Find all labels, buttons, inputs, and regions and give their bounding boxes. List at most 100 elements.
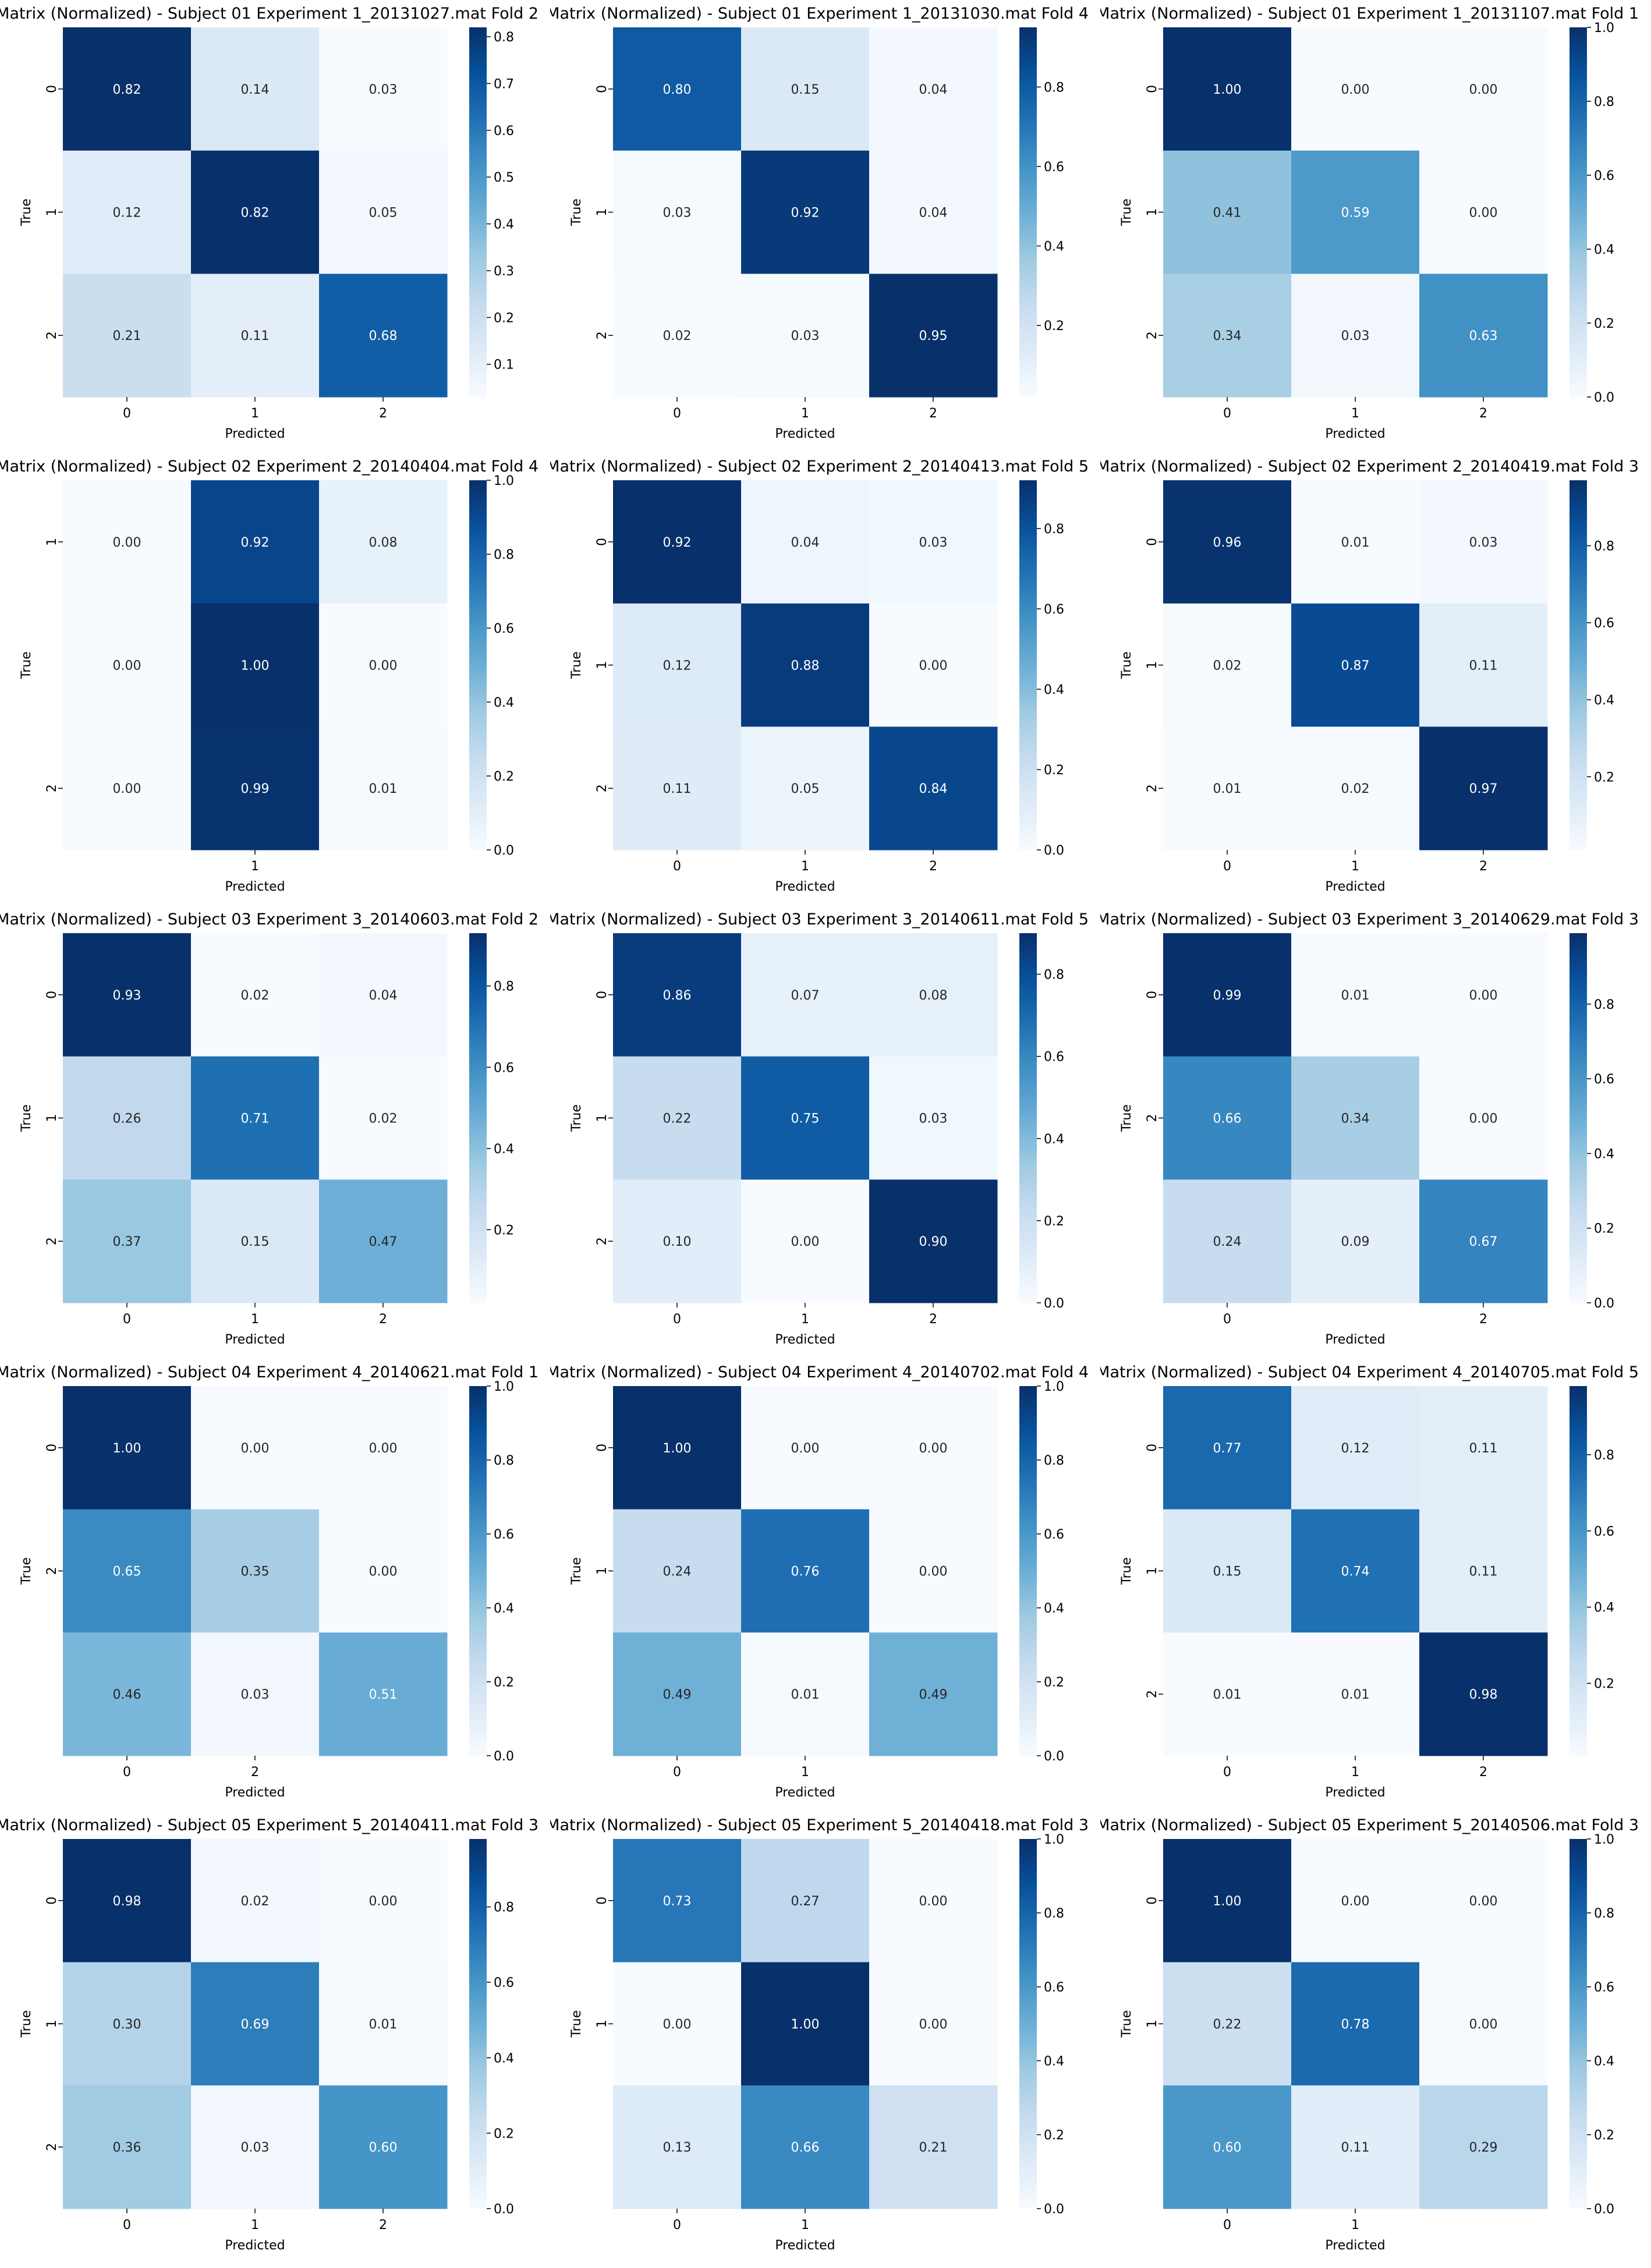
x-axis-label: Predicted [775,2238,835,2253]
y-tick-label: 1 [595,1567,610,1575]
colorbar-tick-label: 0.3 [494,264,514,279]
heatmap-cell [741,480,870,604]
confusion-matrix-panel: on Matrix (Normalized) - Subject 03 Expe… [0,906,550,1360]
heatmap-cell [191,2085,320,2209]
x-tick-label: 2 [1479,1312,1487,1327]
cell-value-label: 0.00 [1469,1112,1498,1126]
heatmap-cell [1419,2085,1548,2209]
colorbar-tick-label: 0.4 [494,218,514,232]
heatmap-cell [1291,1179,1420,1303]
chart-title: on Matrix (Normalized) - Subject 02 Expe… [550,458,1089,476]
heatmap-cell [1419,1056,1548,1180]
confusion-matrix-panel: on Matrix (Normalized) - Subject 02 Expe… [0,453,550,907]
x-axis-label: Predicted [225,1785,285,1800]
confusion-matrix-chart: on Matrix (Normalized) - Subject 01 Expe… [550,5,1089,441]
cell-value-label: 1.00 [663,1441,692,1456]
heatmap-cell [1163,2085,1292,2209]
colorbar-tick-label: 0.8 [494,1454,514,1468]
cell-value-label: 0.11 [1469,659,1498,674]
cell-value-label: 0.34 [1341,1112,1370,1126]
cell-value-label: 0.29 [1469,2141,1498,2155]
cell-value-label: 0.41 [1213,206,1242,221]
heatmap-cell [869,1386,998,1510]
cell-value-label: 0.30 [113,2018,141,2032]
x-axis-label: Predicted [1325,427,1385,441]
cell-value-label: 0.01 [1341,988,1370,1003]
chart-title: on Matrix (Normalized) - Subject 03 Expe… [0,910,538,929]
y-tick-label: 1 [1145,661,1160,669]
confusion-matrix-chart: on Matrix (Normalized) - Subject 02 Expe… [1100,458,1639,894]
cell-value-label: 0.00 [113,782,141,796]
cell-value-label: 0.00 [919,1441,948,1456]
heatmap-cell [869,480,998,604]
x-tick-label: 1 [1351,406,1359,421]
heatmap-cell [319,480,448,604]
heatmap-cell [1291,274,1420,398]
x-tick-label: 0 [123,2218,131,2232]
cell-value-label: 0.24 [663,1565,692,1579]
cell-value-label: 0.07 [791,988,820,1003]
heatmap-cell [191,727,320,850]
y-tick-label: 1 [45,538,59,546]
heatmap-cell [319,603,448,727]
x-tick-label: 1 [251,406,259,421]
heatmap-cell [1419,933,1548,1057]
cell-value-label: 0.88 [791,659,820,674]
heatmap-cell [741,2085,870,2209]
x-tick-label: 2 [929,1312,937,1327]
confusion-matrix-panel: on Matrix (Normalized) - Subject 05 Expe… [1100,1812,1650,2266]
heatmap-cell [613,1839,742,1963]
chart-title: on Matrix (Normalized) - Subject 03 Expe… [550,910,1089,929]
colorbar-tick-label: 0.6 [494,1528,514,1542]
confusion-matrix-panel: on Matrix (Normalized) - Subject 05 Expe… [0,1812,550,2266]
x-tick-label: 1 [1351,859,1359,874]
heatmap-cell [741,274,870,398]
y-tick-label: 0 [595,538,610,546]
x-axis-label: Predicted [1325,1785,1385,1800]
cell-value-label: 0.49 [919,1688,948,1702]
heatmap-cell [319,933,448,1057]
heatmap-cell [63,2085,192,2209]
x-tick-label: 1 [801,1765,809,1780]
cell-value-label: 0.60 [369,2141,398,2155]
cell-value-label: 0.00 [919,659,948,674]
heatmap-cell [1291,1839,1420,1963]
heatmap-cell [191,1179,320,1303]
x-tick-label: 2 [379,406,387,421]
confusion-matrix-chart: on Matrix (Normalized) - Subject 04 Expe… [550,1363,1089,1800]
colorbar-tick-label: 0.8 [1044,522,1064,537]
x-tick-label: 0 [673,1312,681,1327]
x-axis-label: Predicted [225,2238,285,2253]
x-tick-label: 0 [1223,2218,1231,2232]
heatmap-cell [191,933,320,1057]
colorbar-tick-label: 0.8 [1594,1448,1614,1463]
colorbar-tick-label: 0.2 [494,311,514,325]
y-tick-label: 0 [595,1444,610,1452]
heatmap-cell [1163,27,1292,151]
heatmap-cell [613,933,742,1057]
colorbar [469,1386,487,1756]
cell-value-label: 0.15 [1213,1565,1242,1579]
cell-value-label: 0.99 [241,782,270,796]
y-tick-label: 2 [1145,1114,1160,1122]
colorbar-tick-label: 0.4 [1594,243,1614,257]
chart-title: on Matrix (Normalized) - Subject 01 Expe… [0,5,538,23]
colorbar-tick-label: 0.8 [1044,1906,1064,1921]
cell-value-label: 0.12 [113,206,141,221]
cell-value-label: 0.97 [1469,782,1498,796]
heatmap-cell [869,1962,998,2086]
heatmap-cell [741,1386,870,1510]
cell-value-label: 0.35 [241,1565,270,1579]
cell-value-label: 0.04 [919,83,948,97]
heatmap-cell [741,1056,870,1180]
cell-value-label: 0.08 [919,988,948,1003]
x-axis-label: Predicted [775,1333,835,1347]
y-tick-label: 2 [45,1567,59,1575]
cell-value-label: 1.00 [241,659,270,674]
heatmap-cell [63,1962,192,2086]
y-tick-label: 1 [1145,2020,1160,2028]
x-axis-label: Predicted [1325,2238,1385,2253]
cell-value-label: 0.78 [1341,2018,1370,2032]
heatmap-cell [1419,1839,1548,1963]
chart-title: on Matrix (Normalized) - Subject 04 Expe… [1100,1363,1639,1381]
